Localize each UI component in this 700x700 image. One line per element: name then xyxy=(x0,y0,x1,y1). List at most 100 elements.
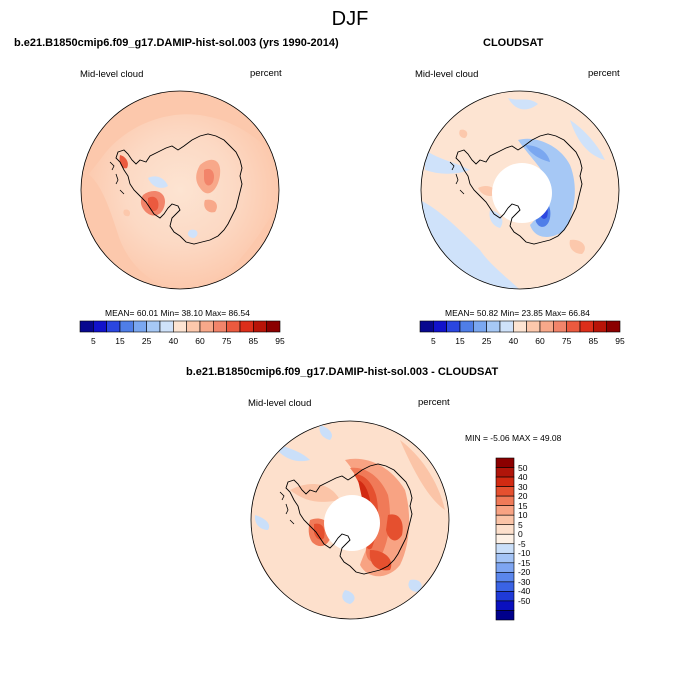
panel2-field-patch xyxy=(518,138,575,237)
colorbar-tick-label: 60 xyxy=(195,336,205,346)
colorbar-tick-label: 25 xyxy=(481,336,492,346)
colorbar-swatch xyxy=(119,320,134,333)
colorbar-swatch xyxy=(539,320,554,333)
colorbar-swatch xyxy=(495,610,515,621)
colorbar-tick-label: 5 xyxy=(90,336,96,346)
panel1-south-america-coastline xyxy=(109,161,125,195)
panel3-field-patch xyxy=(314,523,325,540)
figure-title: DJF xyxy=(331,8,369,30)
colorbar-swatch xyxy=(553,320,567,333)
panel2-variable-label: Mid-level cloud xyxy=(415,69,479,80)
panel3-south-america-coastline xyxy=(279,491,295,525)
panel3-field-patch xyxy=(290,484,340,502)
panel1-map-border xyxy=(80,90,280,290)
panel3-units-label: percent xyxy=(418,397,450,408)
colorbar-tick-label: 40 xyxy=(508,336,519,346)
panel1-variable-label: Mid-level cloud xyxy=(80,69,144,80)
colorbar-swatch xyxy=(495,505,515,516)
colorbar-swatch xyxy=(213,320,227,333)
colorbar-swatch xyxy=(79,320,94,333)
panel1-field-patch xyxy=(123,209,131,217)
colorbar-swatch xyxy=(495,552,515,564)
colorbar-swatch xyxy=(526,320,541,333)
panel2-stats: MEAN= 50.82 Min= 23.85 Max= 66.84 xyxy=(445,308,590,318)
colorbar-swatch xyxy=(495,524,515,535)
panel1-stats: MEAN= 60.01 Min= 38.10 Max= 86.54 xyxy=(105,308,250,318)
colorbar-swatch xyxy=(146,320,161,333)
panel1-polar-map xyxy=(80,90,280,290)
panel2-title: CLOUDSAT xyxy=(483,37,544,49)
colorbar-swatch xyxy=(495,486,515,497)
colorbar-swatch xyxy=(495,543,515,554)
colorbar-swatch xyxy=(186,320,201,333)
panel3-title: b.e21.B1850cmip6.f09_g17.DAMIP-hist-sol.… xyxy=(186,366,499,378)
colorbar-tick-label: 40 xyxy=(518,472,528,483)
colorbar-tick-label: 25 xyxy=(141,336,152,346)
colorbar-tick-label: -40 xyxy=(518,586,531,597)
colorbar-swatch xyxy=(446,320,461,333)
colorbar-tick-label: 15 xyxy=(518,500,528,511)
panel2-field-patch xyxy=(489,210,503,228)
panel3-map-border xyxy=(250,420,450,620)
colorbar-tick-label: 20 xyxy=(518,491,528,502)
colorbar-swatch xyxy=(173,320,187,333)
panel3-field-patch xyxy=(319,425,332,440)
colorbar-tick-label: 85 xyxy=(248,336,259,346)
panel2-colorbar xyxy=(419,320,621,333)
panel1-field-patch xyxy=(148,196,159,211)
panel1-field-ring-north xyxy=(81,91,279,185)
colorbar-swatch xyxy=(106,320,121,333)
colorbar-swatch xyxy=(495,457,515,468)
colorbar-tick-label: 0 xyxy=(518,529,523,540)
colorbar-swatch xyxy=(495,495,515,506)
colorbar-tick-label: 60 xyxy=(535,336,545,346)
colorbar-swatch xyxy=(495,562,515,573)
colorbar-tick-label: -10 xyxy=(518,548,531,559)
colorbar-tick-label: 30 xyxy=(518,481,528,492)
panel2-units-label: percent xyxy=(588,68,620,79)
colorbar-swatch xyxy=(495,514,515,526)
panel2-missing-data-hole xyxy=(492,163,552,223)
panel3-variable-label: Mid-level cloud xyxy=(248,398,312,409)
colorbar-tick-label: 5 xyxy=(518,519,523,530)
colorbar-swatch xyxy=(199,320,214,333)
colorbar-tick-label: 15 xyxy=(455,336,465,346)
panel1-units-label: percent xyxy=(250,68,282,79)
panel2-south-america-coastline xyxy=(449,161,465,195)
colorbar-tick-label: 15 xyxy=(115,336,125,346)
panel2-colorbar-labels: 5 15 25 40 60 75 85 95 xyxy=(420,336,625,348)
panel3-field-patch xyxy=(254,515,270,530)
panel1-field-patch xyxy=(170,100,220,110)
colorbar-swatch xyxy=(579,320,594,333)
panel3-field-patch xyxy=(342,590,355,604)
panel2-polar-map xyxy=(420,90,620,290)
colorbar-tick-label: -15 xyxy=(518,557,531,568)
colorbar-tick-label: 95 xyxy=(275,336,285,346)
panel3-field-patch xyxy=(400,440,445,510)
colorbar-tick-label: -5 xyxy=(518,538,526,549)
colorbar-swatch xyxy=(266,320,281,333)
panel1-antarctica-coastline xyxy=(115,133,243,245)
panel2-field-patch xyxy=(508,98,538,110)
colorbar-swatch xyxy=(593,320,607,333)
colorbar-swatch xyxy=(459,320,474,333)
panel2-antarctica-coastline xyxy=(455,133,583,245)
panel3-stats: MIN = -5.06 MAX = 49.08 xyxy=(465,433,562,443)
colorbar-tick-label: 85 xyxy=(588,336,599,346)
colorbar-swatch xyxy=(473,320,487,333)
colorbar-swatch xyxy=(226,320,241,333)
colorbar-swatch xyxy=(495,476,515,487)
colorbar-swatch xyxy=(495,581,515,592)
colorbar-swatch xyxy=(133,320,147,333)
colorbar-swatch xyxy=(606,320,621,333)
colorbar-swatch xyxy=(159,320,174,333)
colorbar-tick-label: -50 xyxy=(518,595,531,606)
panel1-colorbar-labels: 5 15 25 40 60 75 85 95 xyxy=(80,336,285,348)
panel3-colorbar-labels: 50 40 30 20 15 10 5 0 -5 -10 -15 -20 -30 -40 -50 xyxy=(518,458,558,620)
colorbar-tick-label: 50 xyxy=(518,462,528,473)
panel3-polar-map xyxy=(250,420,450,620)
panel1-title: b.e21.B1850cmip6.f09_g17.DAMIP-hist-sol.… xyxy=(14,37,339,49)
panel1-colorbar xyxy=(79,320,281,333)
panel1-field-patch xyxy=(204,168,214,186)
panel2-field-patch xyxy=(525,145,550,162)
